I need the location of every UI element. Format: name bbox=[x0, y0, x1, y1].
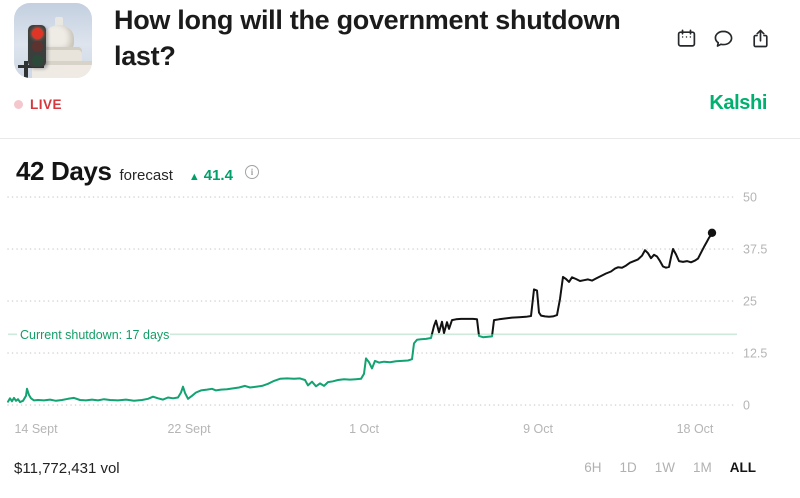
header-actions bbox=[675, 27, 771, 49]
y-tick-label: 50 bbox=[743, 191, 757, 205]
timeframe-1w[interactable]: 1W bbox=[654, 460, 675, 475]
info-icon[interactable]: i bbox=[244, 164, 259, 179]
forecast-delta: ▲ 41.4 bbox=[189, 167, 233, 184]
timeframe-6h[interactable]: 6H bbox=[584, 460, 602, 475]
forecast-label: forecast bbox=[119, 167, 173, 184]
forecast-row: 42 Days forecast ▲ 41.4 i bbox=[16, 156, 259, 187]
x-tick-label: 9 Oct bbox=[523, 422, 553, 436]
capitol-dome-art bbox=[32, 17, 92, 78]
live-label: LIVE bbox=[30, 97, 63, 112]
traffic-light-art bbox=[28, 25, 46, 67]
share-icon[interactable] bbox=[749, 27, 771, 49]
series-line-above-threshold bbox=[430, 231, 713, 335]
comment-icon[interactable] bbox=[712, 27, 734, 49]
x-tick-label: 18 Oct bbox=[677, 422, 714, 436]
timeframe-1m[interactable]: 1M bbox=[692, 460, 712, 475]
live-indicator: LIVE bbox=[14, 97, 62, 112]
timeframe-all[interactable]: ALL bbox=[729, 460, 756, 475]
live-dot bbox=[14, 100, 23, 109]
last-point-dot bbox=[707, 228, 717, 237]
forecast-chart[interactable]: 0 12.5 25 37.5 50 Current shutdown: 17 days 1… bbox=[0, 185, 800, 447]
header-divider bbox=[0, 138, 800, 139]
y-tick-label: 12.5 bbox=[743, 347, 767, 361]
forecast-value: 42 Days bbox=[16, 156, 112, 186]
x-tick-label: 1 Oct bbox=[349, 422, 379, 436]
series-line-below-threshold bbox=[7, 334, 494, 404]
kalshi-logo: Kalshi bbox=[709, 92, 767, 114]
market-thumbnail bbox=[14, 3, 92, 78]
delta-value: 41.4 bbox=[203, 167, 233, 184]
calendar-icon[interactable] bbox=[675, 27, 697, 49]
delta-up-icon: ▲ bbox=[188, 171, 200, 183]
page-title: How long will the government shutdown la… bbox=[114, 5, 621, 71]
timeframe-1d[interactable]: 1D bbox=[619, 460, 637, 475]
x-tick-label: 22 Sept bbox=[167, 422, 211, 436]
y-tick-label: 25 bbox=[743, 295, 757, 309]
y-tick-label: 37.5 bbox=[743, 243, 767, 257]
threshold-label: Current shutdown: 17 days bbox=[20, 328, 169, 342]
timeframe-selector: 6H 1D 1W 1M ALL bbox=[584, 460, 756, 475]
volume-label: $11,772,431 vol bbox=[14, 460, 120, 477]
y-tick-label: 0 bbox=[743, 399, 750, 413]
threshold-label-bg bbox=[17, 325, 170, 344]
x-tick-label: 14 Sept bbox=[14, 422, 58, 436]
